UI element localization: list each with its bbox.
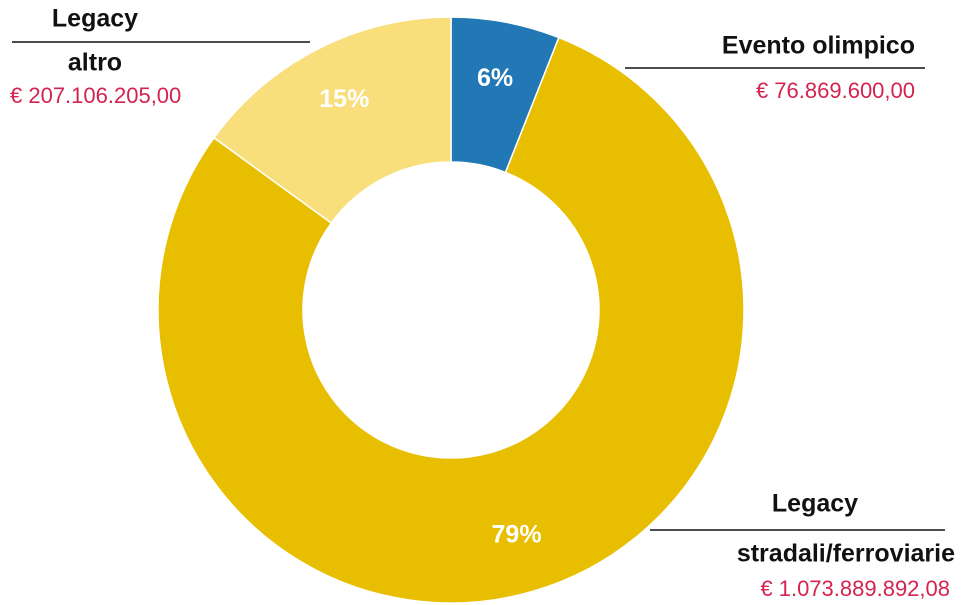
amount-label: € 1.073.889.892,08 [760,576,950,601]
value-label: 15% [319,85,369,113]
value-label: 79% [492,520,542,548]
category-label: altro [68,49,122,77]
donut-segment [212,16,452,225]
category-label: Legacy [52,5,138,33]
amount-label: € 207.106.205,00 [10,83,181,108]
category-label: stradali/ferroviarie [737,540,955,568]
amount-label: € 76.869.600,00 [756,78,915,103]
category-label: Legacy [772,490,858,518]
value-label: 6% [477,64,513,92]
donut-segment [157,36,745,604]
category-label: Evento olimpico [722,32,915,60]
